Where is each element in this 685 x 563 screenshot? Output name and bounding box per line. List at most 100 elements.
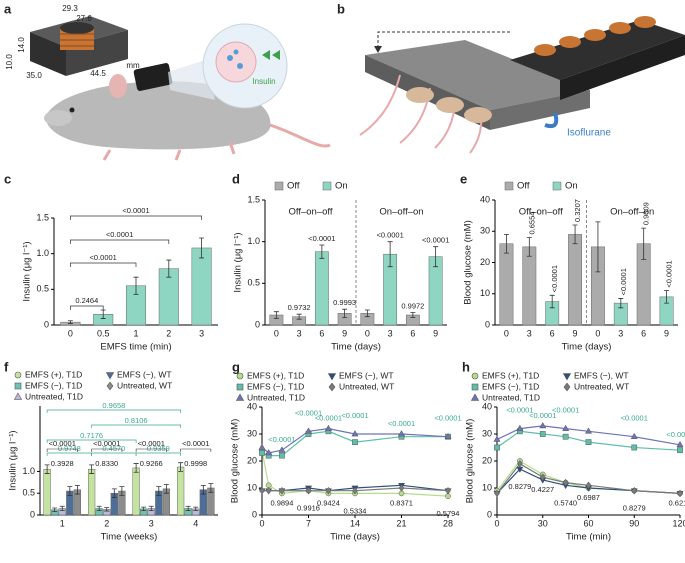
legend-marker: [471, 383, 479, 391]
y-tick-label: 20: [482, 455, 492, 465]
error-bar: [208, 483, 214, 493]
legend-label: EMFS (−), WT: [574, 370, 629, 380]
point: [397, 430, 406, 437]
point: [259, 450, 265, 456]
error-bar: [111, 488, 117, 498]
point: [562, 433, 569, 440]
callout-label: Insulin: [252, 77, 275, 86]
error-bar: [74, 484, 80, 495]
error-bar: [148, 505, 154, 512]
p-value: <0.0001: [268, 435, 295, 444]
bar: [176, 466, 185, 516]
point: [630, 432, 638, 440]
legend-marker: [562, 373, 572, 381]
y-axis-label: Blood glucose (mM): [465, 419, 476, 503]
panel-label: c: [4, 171, 11, 186]
y-tick-label: 30: [480, 226, 490, 236]
x-tick-label: 0: [68, 328, 73, 338]
y-tick-label: 1.0: [247, 236, 260, 246]
legend-label: EMFS (+), T1D: [247, 370, 304, 380]
y-tick-label: 40: [247, 401, 257, 411]
point: [539, 422, 547, 429]
y-tick-label: 1.0: [22, 466, 35, 476]
error-bar: [200, 484, 206, 495]
error-bar: [199, 237, 205, 259]
y-axis-label: Blood glucose (mM): [230, 419, 241, 503]
p-value: 0.9658: [102, 401, 125, 410]
point: [585, 439, 592, 445]
y-tick-label: 10: [482, 482, 492, 492]
legend-label: EMFS (−), T1D: [482, 381, 539, 391]
error-bar: [342, 308, 348, 318]
y-axis-label: Blood glucose (mM): [463, 220, 474, 304]
x-tick-label: 2: [104, 518, 109, 528]
legend-marker: [470, 393, 480, 401]
dimension-label: 14.0: [17, 37, 26, 53]
x-tick-label: 0: [494, 518, 499, 528]
x-tick-label: 0.5: [97, 328, 110, 338]
p-value: 0.6987: [577, 493, 600, 502]
p-value: <0.0001: [666, 430, 685, 439]
x-tick-label: 0: [504, 328, 509, 338]
x-axis-label: Time (weeks): [101, 532, 158, 543]
panel-label: e: [460, 171, 467, 186]
bracket: [135, 448, 167, 452]
p-value: 0.3207: [573, 199, 582, 222]
x-tick-label: 3: [199, 328, 204, 338]
y-tick-label: 10: [247, 482, 257, 492]
bracket: [70, 215, 202, 220]
bracket: [91, 448, 123, 452]
y-tick-label: 20: [247, 455, 257, 465]
point: [676, 440, 684, 448]
bracket: [70, 305, 104, 310]
x-tick-label: 6: [641, 328, 646, 338]
point: [325, 486, 332, 495]
point: [631, 444, 638, 451]
p-value: <0.0001: [388, 419, 415, 428]
p-value: 0.8279: [623, 504, 646, 513]
error-bar: [141, 506, 147, 512]
error-bar: [296, 313, 302, 320]
p-value: <0.0001: [621, 414, 648, 423]
bracket: [46, 409, 181, 413]
error-bar: [664, 290, 670, 304]
bar: [522, 246, 537, 326]
p-value: 0.9972: [401, 301, 424, 310]
group-label: Off–on–off: [288, 207, 332, 218]
p-value: <0.0001: [376, 231, 403, 240]
p-value: <0.0001: [315, 414, 342, 423]
legend-label: EMFS (−), T1D: [247, 381, 304, 391]
x-tick-label: 6: [319, 328, 324, 338]
error-bar: [133, 276, 139, 295]
error-bar: [618, 298, 624, 309]
error-bar: [52, 507, 58, 512]
point: [279, 486, 285, 495]
p-value: <0.0001: [619, 268, 628, 295]
p-value: 0.6214: [669, 498, 685, 507]
bar: [43, 468, 51, 516]
y-tick-label: 40: [482, 401, 492, 411]
point: [305, 486, 312, 495]
p-value: <0.0001: [90, 253, 117, 262]
legend-label: EMFS (−), WT: [339, 370, 394, 380]
legend-marker: [236, 372, 244, 380]
p-value: <0.0001: [49, 439, 76, 448]
legend-marker: [235, 393, 245, 401]
dimension-label: 10.0: [5, 54, 14, 70]
legend-label: Untreated, WT: [339, 381, 394, 391]
y-tick-label: 0: [485, 319, 490, 329]
point: [562, 478, 569, 487]
y-tick-label: 0: [487, 509, 492, 519]
x-tick-label: 0: [595, 328, 600, 338]
error-bar: [178, 462, 184, 472]
x-tick-label: 9: [433, 328, 438, 338]
group-label: Off–on–off: [519, 207, 563, 218]
p-value: 0.9309: [642, 202, 651, 225]
point: [585, 481, 592, 490]
y-tick-label: 0.5: [247, 278, 260, 288]
x-tick-label: 90: [629, 518, 639, 528]
legend-label: Untreated, T1D: [482, 392, 540, 402]
legend-marker: [14, 382, 22, 390]
p-value: 0.9916: [297, 504, 320, 513]
x-axis-label: Time (days): [330, 532, 380, 543]
